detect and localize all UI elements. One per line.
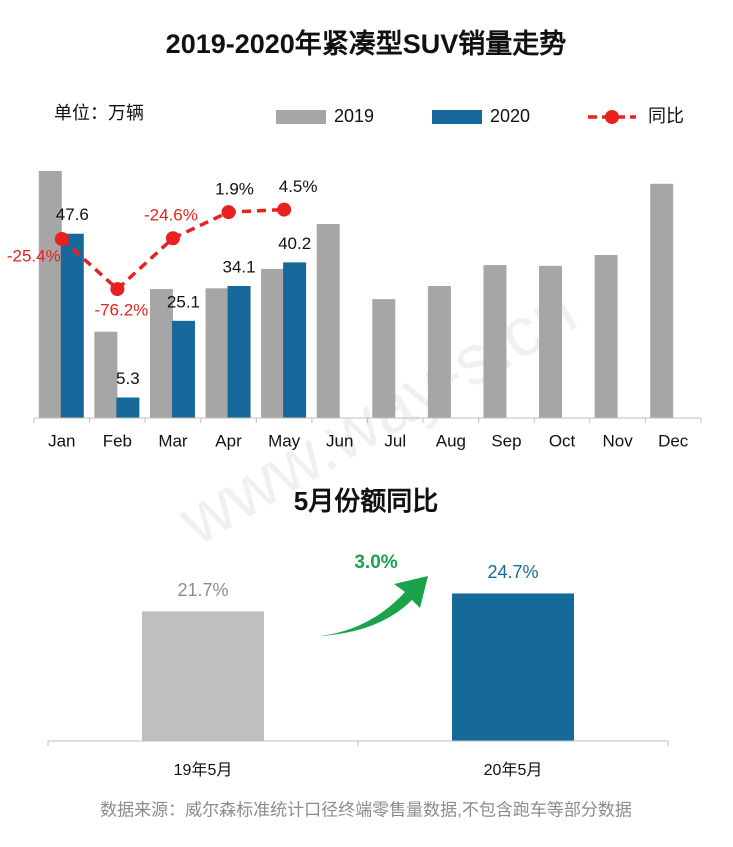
- arrow: [320, 576, 428, 636]
- bar: [427, 285, 451, 418]
- x-tick-label: Apr: [215, 431, 242, 450]
- bar: [149, 289, 173, 418]
- legend-swatch: [276, 110, 326, 124]
- bar: [142, 611, 264, 741]
- data-label: 1.9%: [215, 180, 254, 199]
- bar: [205, 288, 229, 418]
- line-marker: [277, 202, 292, 217]
- bar: [483, 265, 507, 418]
- data-label: -25.4%: [7, 247, 61, 266]
- legend-swatch: [605, 110, 619, 124]
- bar: [60, 233, 84, 418]
- x-tick-label: Oct: [549, 431, 576, 450]
- unit-label: 单位：万辆: [54, 103, 144, 123]
- bar: [594, 255, 618, 418]
- legend-label: 2019: [334, 106, 374, 126]
- line-marker: [110, 282, 125, 297]
- bar: [116, 397, 140, 418]
- data-label: 34.1: [222, 257, 255, 276]
- bar: [94, 331, 118, 418]
- legend-swatch: [432, 110, 482, 124]
- footer: 数据来源：威尔森标准统计口径终端零售量数据,不包含跑车等部分数据: [100, 800, 632, 819]
- bar: [261, 268, 285, 418]
- bar: [539, 265, 563, 418]
- line-marker: [54, 232, 69, 247]
- bar: [452, 593, 574, 741]
- data-label: -76.2%: [94, 301, 148, 320]
- x-tick-label: Jul: [384, 431, 406, 450]
- x-tick-label: Nov: [603, 431, 634, 450]
- x-tick-label: Jun: [326, 431, 353, 450]
- legend-label: 2020: [490, 106, 530, 126]
- x-tick-label: 19年5月: [174, 761, 233, 779]
- data-label: 47.6: [56, 205, 89, 224]
- data-label: 25.1: [167, 292, 200, 311]
- x-tick-label: Jan: [48, 431, 75, 450]
- x-tick-label: May: [268, 431, 301, 450]
- data-label: 40.2: [278, 234, 311, 253]
- x-tick-label: Aug: [436, 431, 466, 450]
- x-tick-label: 20年5月: [484, 761, 543, 779]
- bar: [227, 285, 251, 418]
- chart-title: 5月份额同比: [294, 486, 438, 516]
- data-label: 21.7%: [177, 580, 228, 600]
- x-tick-label: Dec: [658, 431, 689, 450]
- x-tick-label: Mar: [158, 431, 188, 450]
- data-label: 24.7%: [487, 562, 538, 582]
- line-marker: [221, 205, 236, 220]
- bar: [650, 183, 674, 418]
- bar: [283, 262, 307, 418]
- bar: [171, 320, 195, 418]
- legend-label: 同比: [648, 106, 684, 126]
- bar: [38, 171, 62, 418]
- x-tick-label: Sep: [491, 431, 521, 450]
- data-label: -24.6%: [144, 206, 198, 225]
- line-marker: [165, 231, 180, 246]
- data-label: 4.5%: [279, 177, 318, 196]
- bar: [316, 224, 340, 418]
- data-label: 5.3: [116, 369, 140, 388]
- annotation: 3.0%: [354, 552, 397, 573]
- x-tick-label: Feb: [103, 431, 132, 450]
- chart-title: 2019-2020年紧凑型SUV销量走势: [166, 28, 567, 59]
- bar: [372, 299, 396, 418]
